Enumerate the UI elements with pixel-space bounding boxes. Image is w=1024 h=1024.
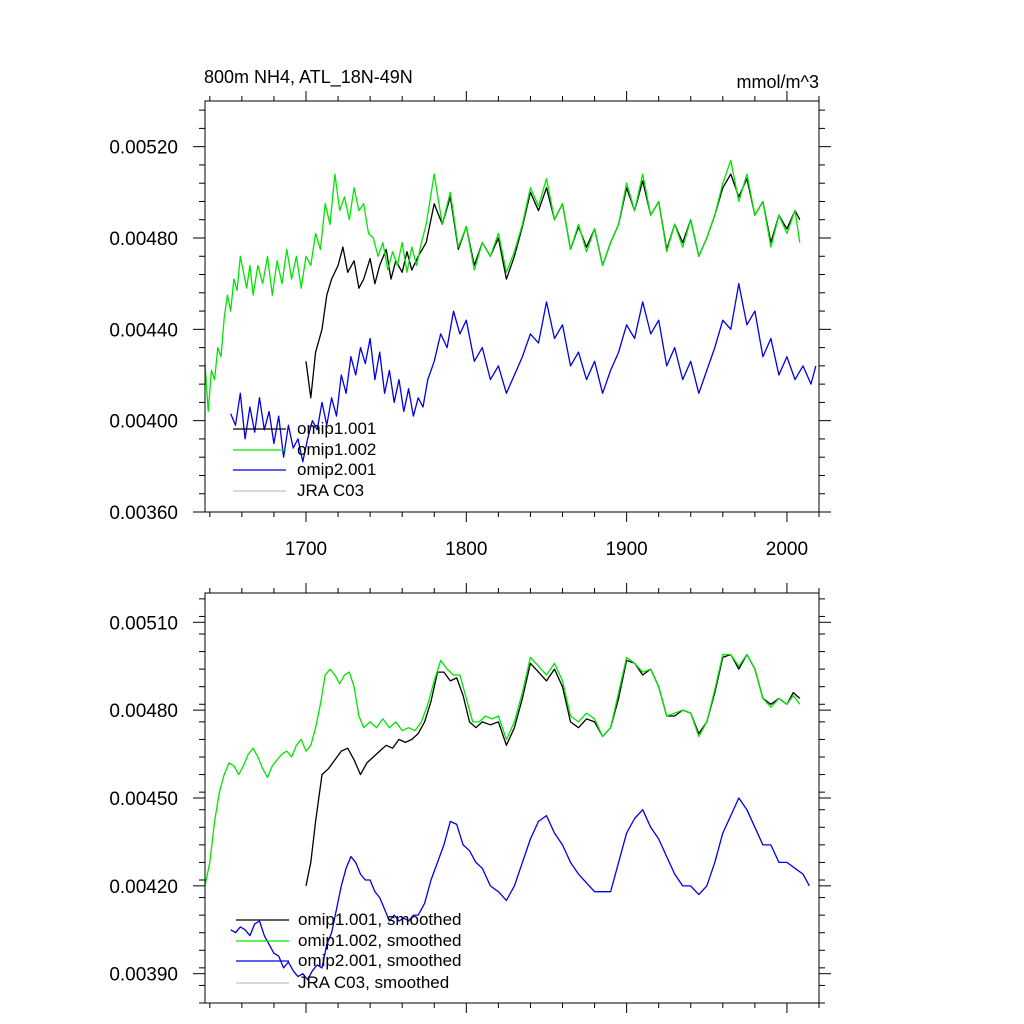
x-tick-label: 2000 — [766, 539, 808, 560]
y-tick-label: 0.00420 — [109, 877, 178, 898]
y-tick-label: 0.00520 — [109, 138, 178, 159]
y-tick-label: 0.00390 — [109, 965, 178, 986]
y-tick-label: 0.00480 — [109, 229, 178, 250]
bottom-panel-series — [204, 653, 810, 981]
top-panel-units: mmol/m^3 — [737, 72, 819, 92]
series-line-omip2-001-smoothed — [230, 797, 810, 981]
top-panel: 800m NH4, ATL_18N-49N mmol/m^3 1700 1800 1… — [109, 67, 831, 560]
top-panel-ticks: 1700 1800 1900 2000 0.00360 0.00400 0.00440 0.0… — [109, 91, 831, 560]
y-tick-label: 0.00450 — [109, 789, 178, 810]
top-panel-frame — [204, 100, 820, 513]
y-tick-label: 0.00480 — [109, 701, 178, 722]
bottom-panel-frame — [204, 592, 820, 1004]
bottom-panel-ticks: 0.00390 0.00420 0.00450 0.00480 0.00510 — [109, 583, 831, 1013]
y-tick-label: 0.00360 — [109, 503, 178, 524]
top-panel-legend: omip1.001 omip1.002 omip2.001 JRA C03 — [233, 419, 376, 500]
top-panel-title: 800m NH4, ATL_18N-49N — [204, 67, 413, 88]
legend-label-jra-c03-smoothed: JRA C03, smoothed — [298, 973, 449, 992]
legend-label-omip2-001-smoothed: omip2.001, smoothed — [298, 951, 462, 970]
legend-label-omip1-002-smoothed: omip1.002, smoothed — [298, 931, 462, 950]
x-tick-label: 1700 — [285, 539, 327, 560]
top-panel-series — [204, 159, 817, 463]
legend-label-omip2-001: omip2.001 — [297, 460, 376, 479]
series-line-omip2-001 — [230, 283, 817, 463]
bottom-panel-legend: omip1.001, smoothed omip1.002, smoothed … — [236, 910, 462, 992]
series-line-omip1-002-smoothed — [204, 653, 801, 887]
legend-label-jra-c03: JRA C03 — [297, 481, 364, 500]
series-line-omip1-002 — [204, 159, 801, 413]
y-tick-label: 0.00400 — [109, 412, 178, 433]
x-tick-label: 1900 — [605, 539, 647, 560]
bottom-panel: 0.00390 0.00420 0.00450 0.00480 0.00510 omip… — [109, 583, 831, 1013]
x-tick-label: 1800 — [445, 539, 487, 560]
y-tick-label: 0.00510 — [109, 613, 178, 634]
legend-label-omip1-001-smoothed: omip1.001, smoothed — [298, 910, 462, 929]
legend-label-omip1-001: omip1.001 — [297, 419, 376, 438]
legend-label-omip1-002: omip1.002 — [297, 440, 376, 459]
y-tick-label: 0.00440 — [109, 320, 178, 341]
